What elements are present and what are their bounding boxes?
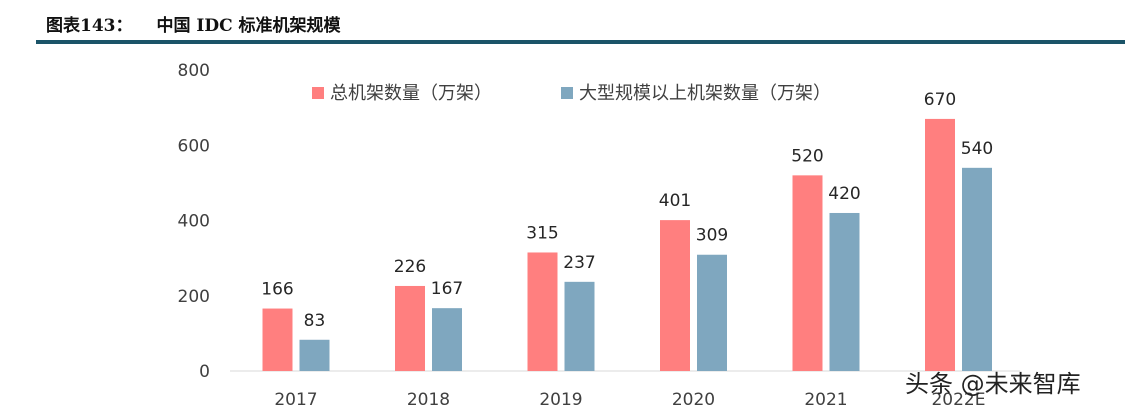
data-label: 167: [431, 279, 463, 299]
bar-large-scale: [299, 339, 330, 371]
legend-label-2: 大型规模以上机架数量（万架）: [579, 83, 831, 104]
x-tick-label: 2020: [672, 390, 715, 407]
bar-total: [395, 285, 425, 371]
data-label: 83: [304, 311, 326, 331]
data-label: 401: [659, 191, 691, 211]
bar-large-scale: [697, 254, 727, 371]
bar-total: [792, 175, 823, 371]
bar-total: [262, 308, 293, 371]
bar-total: [527, 252, 558, 371]
data-label: 237: [563, 253, 595, 273]
figure-title-text: 中国 IDC 标准机架规模: [156, 16, 341, 36]
watermark: 头条 @未来智库: [905, 370, 1081, 398]
x-tick-label: 2019: [539, 390, 582, 407]
data-label: 226: [394, 257, 426, 277]
bar-large-scale: [829, 212, 860, 371]
y-tick-label: 800: [178, 61, 210, 81]
data-label: 315: [526, 223, 558, 243]
x-tick-label: 2021: [804, 390, 847, 407]
bar-total: [925, 118, 955, 371]
x-tick-label: 2017: [274, 390, 317, 407]
legend-swatch-1: [312, 87, 324, 99]
bar-large-scale: [432, 308, 462, 371]
legend-label-1: 总机架数量（万架）: [330, 83, 492, 104]
data-label: 520: [791, 146, 823, 166]
y-tick-label: 200: [178, 287, 210, 307]
legend-swatch-2: [561, 87, 573, 99]
data-label: 540: [961, 139, 993, 159]
header-rule: [36, 40, 1125, 44]
data-label: 309: [696, 226, 728, 246]
figure-header: 图表143： 中国 IDC 标准机架规模: [0, 0, 1125, 44]
data-label: 670: [924, 90, 956, 110]
y-tick-label: 400: [178, 212, 210, 232]
figure-number: 图表143：: [46, 16, 133, 36]
bar-large-scale: [564, 281, 595, 371]
bar-large-scale: [962, 167, 992, 371]
data-label: 166: [261, 280, 293, 300]
data-label: 420: [828, 184, 860, 204]
figure-title: 图表143： 中国 IDC 标准机架规模: [46, 11, 341, 36]
x-tick-label: 2022E: [931, 390, 985, 407]
y-tick-label: 0: [199, 362, 210, 382]
x-tick-label: 2018: [407, 390, 450, 407]
bar-total: [660, 220, 690, 371]
y-tick-label: 600: [178, 136, 210, 156]
